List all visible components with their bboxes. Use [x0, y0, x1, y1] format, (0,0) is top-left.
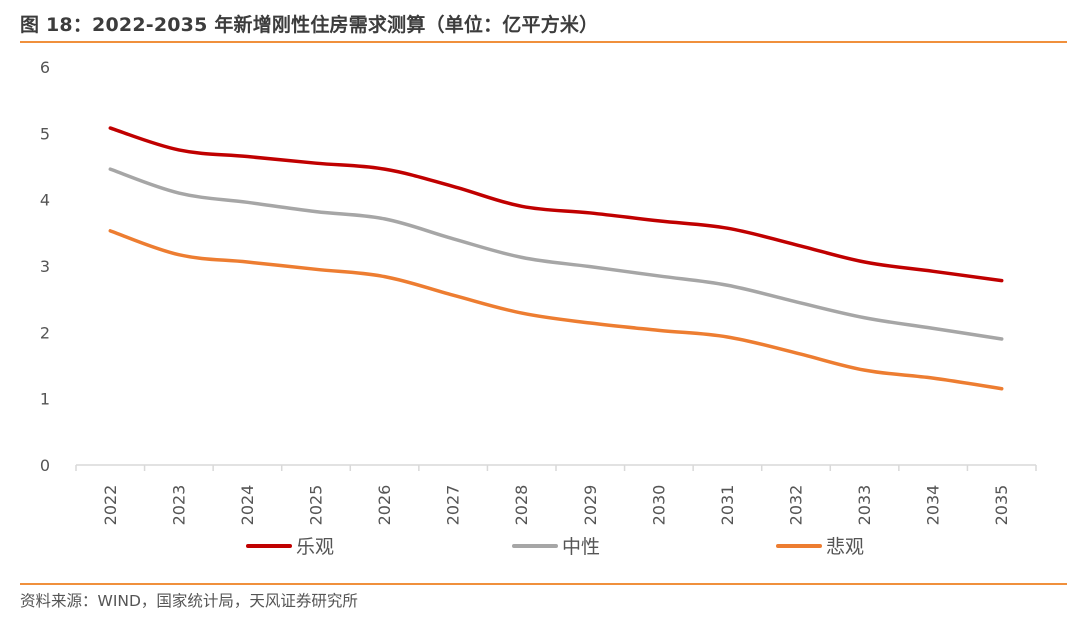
x-tick-label: 2022: [101, 485, 120, 526]
y-tick-label: 2: [40, 323, 50, 342]
x-tick-label: 2029: [581, 485, 600, 526]
x-tick-label: 2026: [375, 485, 394, 526]
legend-label: 中性: [562, 536, 600, 558]
source-note: 资料来源：WIND，国家统计局，天风证券研究所: [20, 592, 358, 610]
x-tick-label: 2030: [649, 485, 668, 526]
y-tick-label: 6: [40, 58, 50, 77]
series-line-2: [108, 167, 1004, 341]
x-tick-label: 2032: [787, 485, 806, 526]
legend-label: 悲观: [826, 536, 864, 558]
y-tick-label: 0: [40, 456, 50, 475]
y-tick-label: 4: [40, 191, 50, 210]
legend-label: 乐观: [296, 536, 334, 558]
x-tick-label: 2034: [924, 485, 943, 526]
legend-item: 中性: [512, 536, 600, 558]
y-axis: 0 1 2 3 4 5 6: [40, 58, 50, 475]
y-tick-label: 1: [40, 390, 50, 409]
x-axis: 2022 2023 2024 2025 2026 2027 2028 2029 2030 2031…: [75, 464, 1037, 526]
x-tick-label: 2033: [855, 485, 874, 526]
series-group: [108, 126, 1004, 391]
header-divider: [20, 41, 1067, 43]
y-tick-label: 3: [40, 257, 50, 276]
x-tick-label: 2028: [512, 485, 531, 526]
x-tick-label: 2025: [307, 485, 326, 526]
x-tick-label: 2023: [169, 485, 188, 526]
x-tick-label: 2031: [718, 485, 737, 526]
y-tick-label: 5: [40, 124, 50, 143]
x-tick-label: 2027: [444, 485, 463, 526]
series-line-3: [108, 229, 1004, 391]
footer-divider: [20, 583, 1067, 585]
legend-item: 乐观: [246, 536, 334, 558]
chart-title: 图 18：2022-2035 年新增刚性住房需求测算（单位：亿平方米）: [20, 14, 599, 36]
x-tick-label: 2024: [238, 485, 257, 526]
x-tick-label: 2035: [992, 485, 1011, 526]
series-line-1: [108, 126, 1004, 283]
legend-item: 悲观: [776, 536, 864, 558]
legend: 乐观 中性 悲观: [246, 536, 864, 558]
